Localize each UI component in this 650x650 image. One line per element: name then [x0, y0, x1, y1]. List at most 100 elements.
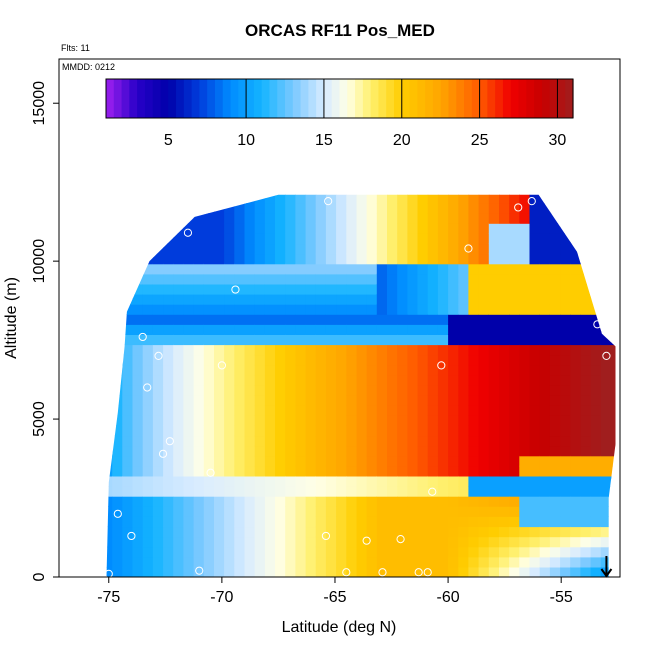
- heatmap-cell: [106, 354, 113, 366]
- heatmap-cell: [106, 475, 113, 487]
- heatmap-cell: [397, 566, 408, 578]
- heatmap-cell: [488, 566, 500, 578]
- heatmap-cell: [560, 304, 571, 315]
- heatmap-cell: [570, 526, 581, 538]
- heatmap-cell: [468, 364, 480, 376]
- heatmap-cell: [417, 415, 429, 426]
- heatmap-cell: [325, 374, 337, 386]
- heatmap-cell: [417, 465, 429, 477]
- heatmap-cell: [336, 223, 347, 234]
- observation-point: [602, 351, 611, 361]
- observation-point: [206, 468, 215, 477]
- heatmap-cell: [325, 566, 337, 578]
- heatmap-cell: [173, 395, 184, 406]
- heatmap-cell: [591, 183, 602, 194]
- heatmap-cell: [366, 455, 378, 467]
- heatmap-cell: [448, 536, 459, 548]
- heatmap-cell: [570, 405, 581, 416]
- observation-point: [195, 566, 204, 575]
- heatmap-cell: [224, 395, 235, 406]
- heatmap-cell: [580, 314, 592, 325]
- heatmap-cell: [488, 273, 500, 285]
- heatmap-cell: [275, 314, 286, 325]
- heatmap-cell: [549, 243, 561, 255]
- heatmap-cell: [549, 213, 561, 224]
- heatmap-cell: [244, 364, 256, 376]
- heatmap-cell: [224, 435, 235, 447]
- heatmap-cell: [366, 334, 378, 346]
- heatmap-cell: [295, 486, 307, 497]
- heatmap-cell: [346, 374, 358, 386]
- heatmap-cell: [264, 405, 276, 416]
- heatmap-cell: [346, 486, 358, 497]
- heatmap-cell: [173, 475, 184, 487]
- heatmap-cell: [193, 465, 205, 477]
- heatmap-cell: [539, 566, 551, 578]
- heatmap-cell: [275, 203, 286, 214]
- heatmap-cell: [468, 344, 480, 356]
- heatmap-cell: [468, 213, 480, 224]
- heatmap-cell: [336, 405, 347, 416]
- heatmap-cell: [275, 516, 286, 528]
- heatmap-cell: [203, 354, 215, 366]
- heatmap-cell: [539, 415, 551, 426]
- heatmap-cell: [560, 223, 571, 234]
- heatmap-cell: [488, 344, 500, 356]
- heatmap-cell: [509, 516, 520, 528]
- heatmap-cell: [234, 304, 246, 315]
- heatmap-cell: [203, 455, 215, 467]
- heatmap-cell: [275, 374, 286, 386]
- heatmap-cell: [346, 243, 358, 255]
- heatmap-cell: [234, 294, 246, 305]
- heatmap-cell: [315, 506, 327, 517]
- heatmap-cell: [346, 213, 358, 224]
- heatmap-cell: [122, 556, 134, 568]
- heatmap-cell: [295, 334, 307, 346]
- heatmap-cell: [580, 445, 592, 457]
- heatmap-cell: [387, 415, 398, 426]
- heatmap-cell: [305, 465, 317, 477]
- heatmap-cell: [387, 334, 398, 346]
- heatmap-cell: [305, 334, 317, 346]
- heatmap-cell: [285, 243, 296, 255]
- heatmap-cell: [173, 445, 184, 457]
- heatmap-cell: [203, 253, 215, 265]
- heatmap-cell: [183, 435, 195, 447]
- heatmap-cell: [214, 203, 225, 214]
- heatmap-cell: [183, 324, 195, 335]
- heatmap-cell: [203, 385, 215, 396]
- heatmap-cell: [132, 364, 144, 376]
- heatmap-cell: [285, 203, 296, 214]
- heatmap-cell: [529, 556, 541, 568]
- heatmap-cell: [529, 334, 541, 346]
- heatmap-cell: [183, 566, 195, 578]
- heatmap-cell: [448, 213, 459, 224]
- heatmap-cell: [366, 435, 378, 447]
- heatmap-cell: [244, 516, 256, 528]
- heatmap-cell: [438, 183, 449, 194]
- heatmap-cell: [488, 294, 500, 305]
- heatmap-cell: [234, 253, 246, 265]
- heatmap-cell: [203, 536, 215, 548]
- heatmap-cell: [376, 203, 388, 214]
- heatmap-cell: [529, 546, 541, 558]
- heatmap-cell: [560, 405, 571, 416]
- heatmap-cell: [600, 516, 612, 528]
- heatmap-cell: [478, 395, 490, 406]
- heatmap-cell: [193, 253, 205, 265]
- heatmap-cell: [519, 435, 531, 447]
- heatmap-cell: [397, 475, 408, 487]
- heatmap-cell: [560, 445, 571, 457]
- x-tick-label: -60: [437, 589, 460, 606]
- heatmap-cell: [264, 566, 276, 578]
- heatmap-cell: [448, 294, 459, 305]
- heatmap-cell: [417, 516, 429, 528]
- heatmap-cell: [275, 475, 286, 487]
- heatmap-cell: [224, 304, 235, 315]
- heatmap-cell: [224, 324, 235, 335]
- heatmap-cell: [417, 314, 429, 325]
- heatmap-cell: [580, 566, 592, 578]
- heatmap-cell: [203, 506, 215, 517]
- heatmap-cell: [152, 273, 164, 285]
- heatmap-cell: [132, 374, 144, 386]
